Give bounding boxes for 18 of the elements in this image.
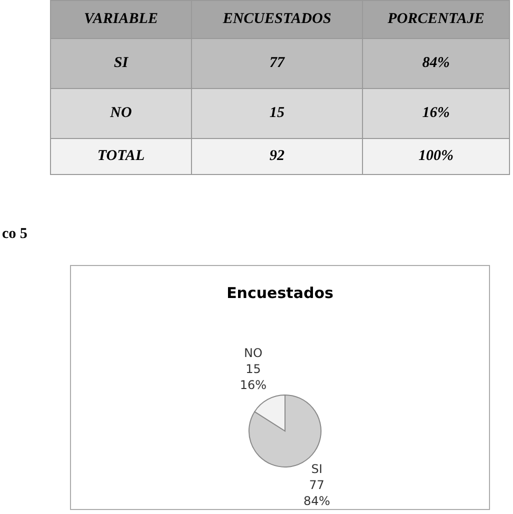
text: 77 [192,38,362,88]
category-label: NO [110,105,132,121]
slice-label: NO [244,346,262,360]
text: 100% [362,138,510,174]
data-label: 15 16% [240,362,267,392]
data-label: 77 84% [303,478,330,508]
text: ENCUESTADOS [192,0,362,38]
text: PORCENTAJE [362,0,510,38]
text: 15 [192,88,362,138]
chart-title: Encuestados [226,284,334,302]
text: TOTAL [50,138,192,174]
text: 92 [192,138,362,174]
text: VARIABLE [50,0,192,38]
text: 84% [362,38,510,88]
text: co 5 [2,226,28,243]
category-label: SI [114,55,128,71]
text: 16% [362,88,510,138]
slice-label: SI [311,462,322,476]
